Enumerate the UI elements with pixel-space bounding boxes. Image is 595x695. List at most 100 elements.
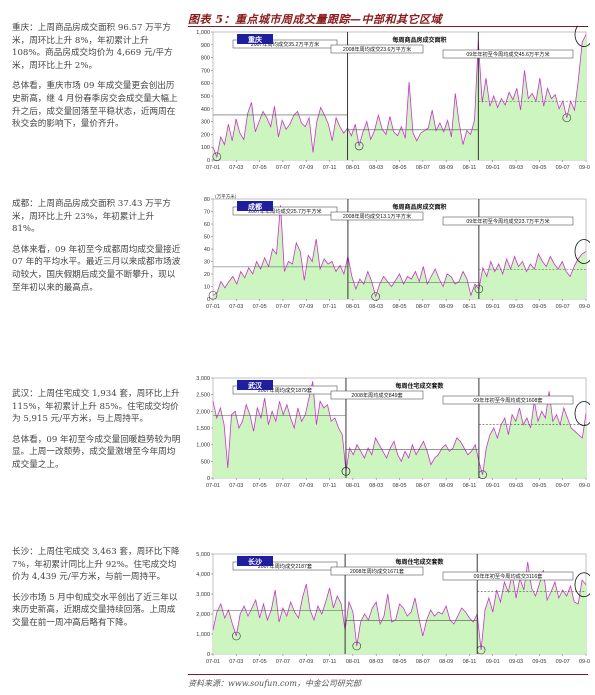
x-tick-label: 09-01 bbox=[486, 659, 500, 665]
x-tick-label: 07-01 bbox=[206, 165, 220, 171]
period-label-box bbox=[330, 44, 424, 54]
y-tick-label: 100 bbox=[201, 145, 210, 151]
x-tick-label: 07-09 bbox=[299, 304, 313, 310]
city-label: 长沙 bbox=[248, 557, 262, 566]
y-tick-label: 80 bbox=[204, 197, 210, 203]
x-tick-label: 07-01 bbox=[206, 659, 220, 665]
x-tick-label: 09-03 bbox=[509, 483, 523, 489]
x-tick-label: 07-07 bbox=[276, 165, 290, 171]
y-tick-label: 400 bbox=[201, 107, 210, 113]
chart-title: 每周商品房成交面积 bbox=[391, 203, 446, 211]
y-tick-label: 60 bbox=[204, 222, 210, 228]
y-tick-label: 0 bbox=[207, 158, 210, 164]
y-tick-label: 200 bbox=[201, 132, 210, 138]
series-line bbox=[212, 205, 587, 298]
x-tick-label: 08-07 bbox=[416, 304, 430, 310]
highlight-circle bbox=[232, 631, 241, 641]
x-tick-label: 08-03 bbox=[369, 659, 383, 665]
highlight-circle bbox=[478, 470, 487, 479]
x-tick-label: 08-05 bbox=[392, 483, 406, 489]
footer-divider bbox=[188, 674, 588, 675]
x-tick-label: 09-05 bbox=[532, 659, 546, 665]
y-tick-label: 0 bbox=[207, 476, 210, 482]
x-tick-label: 08-03 bbox=[369, 304, 383, 310]
x-tick-label: 08-05 bbox=[392, 165, 406, 171]
x-tick-label: 09-09 bbox=[579, 304, 590, 310]
x-tick-label: 07-07 bbox=[276, 483, 290, 489]
x-tick-label: 09-07 bbox=[556, 304, 570, 310]
city-label-box bbox=[237, 380, 273, 390]
y-tick-label: 2,000 bbox=[196, 409, 210, 415]
city-label-box bbox=[237, 201, 273, 211]
latest-highlight-circle bbox=[574, 26, 590, 47]
y-tick-label: 800 bbox=[201, 56, 210, 62]
chart-changsha: 0 1,000 2,000 3,000 4,000 5,000 07-01 07-03 07-0… bbox=[196, 552, 590, 665]
y-tick-label: 700 bbox=[201, 68, 210, 74]
x-tick-label: 07-07 bbox=[276, 659, 290, 665]
x-tick-label: 07-09 bbox=[299, 483, 313, 489]
y-tick-label: 2,000 bbox=[196, 612, 210, 618]
x-tick-label: 08-11 bbox=[463, 165, 477, 171]
period-label-box bbox=[442, 216, 574, 226]
y-tick-label: 4,000 bbox=[196, 572, 210, 578]
y-tick-label: 600 bbox=[201, 81, 210, 87]
chart-panel-chengdu: 0 10 20 30 40 50 60 70 80 07-01 07-03 07-05 07-07 07-… bbox=[185, 193, 590, 315]
chart-panel-chongqing: 0 100 200 300 400 500 600 700 800 900 1,000 07-01 07… bbox=[185, 26, 590, 176]
x-tick-label: 09-09 bbox=[579, 165, 590, 171]
y-tick-label: 5,000 bbox=[196, 552, 210, 558]
chart-panel-changsha: 0 1,000 2,000 3,000 4,000 5,000 07-01 07-03 07-0… bbox=[185, 548, 590, 670]
latest-highlight-circle bbox=[574, 572, 590, 598]
period-label-box bbox=[232, 39, 338, 49]
period-label-box bbox=[330, 390, 424, 400]
highlight-circle bbox=[208, 290, 218, 300]
unit-label: (万平方米) bbox=[215, 193, 237, 200]
period-label: 2007年周均成交2187套 bbox=[258, 562, 313, 570]
period-label: 2007年周均成交35.2万平方米 bbox=[251, 40, 320, 48]
period-label: 2008年周均成交1671套 bbox=[350, 567, 405, 575]
text-para: 总体来看，09 年初至今成都周均成交量接近 07 年的平均水平。最近三月以来成都… bbox=[12, 244, 181, 293]
x-tick-label: 09-01 bbox=[486, 483, 500, 489]
x-tick-label: 09-01 bbox=[486, 165, 500, 171]
figure-title: 图表 5：重点城市周成交量跟踪—中部和其它区域 bbox=[188, 13, 442, 26]
x-tick-label: 07-01 bbox=[206, 483, 220, 489]
y-tick-label: 1,000 bbox=[196, 443, 210, 449]
figure-header: 图表 5：重点城市周成交量跟踪—中部和其它区域 bbox=[188, 8, 588, 27]
y-tick-label: 2,500 bbox=[196, 393, 210, 399]
period-label: 09年年初至今周均成交23.7万平方米 bbox=[466, 217, 550, 225]
highlight-circle bbox=[352, 641, 362, 651]
x-tick-label: 08-07 bbox=[416, 165, 430, 171]
x-tick-label: 08-03 bbox=[369, 165, 383, 171]
x-tick-label: 09-03 bbox=[509, 165, 523, 171]
chart-panel-wuhan: 0 500 1,000 1,500 2,000 2,500 3,000 07-01 07-03 0… bbox=[185, 372, 590, 494]
chart-chongqing: 0 100 200 300 400 500 600 700 800 900 1,000 07-01 07… bbox=[196, 26, 590, 171]
highlight-circle bbox=[212, 152, 222, 162]
period-label-box bbox=[232, 385, 338, 395]
period-label-box bbox=[330, 566, 424, 576]
y-tick-label: 1,000 bbox=[196, 632, 210, 638]
x-tick-label: 07-01 bbox=[206, 304, 220, 310]
highlight-circle bbox=[474, 284, 484, 294]
highlight-circle bbox=[371, 292, 380, 301]
x-tick-label: 08-05 bbox=[392, 659, 406, 665]
x-tick-label: 07-05 bbox=[253, 165, 267, 171]
period-label-box bbox=[442, 49, 574, 59]
x-tick-label: 07-03 bbox=[229, 659, 243, 665]
period-label-box bbox=[442, 395, 574, 405]
period-label: 09年年初至今周均成交45.6万平方米 bbox=[466, 50, 550, 58]
period-label-box bbox=[232, 206, 338, 216]
x-tick-label: 09-05 bbox=[532, 165, 546, 171]
text-para: 武汉：上周住宅成交 1,934 套，周环比上升 115%，年初累计上升 85%。… bbox=[12, 389, 180, 425]
x-tick-label: 09-09 bbox=[579, 659, 590, 665]
period-label-box bbox=[232, 561, 338, 571]
y-tick-label: 30 bbox=[204, 260, 210, 266]
x-tick-label: 08-01 bbox=[346, 483, 360, 489]
x-tick-label: 07-03 bbox=[229, 165, 243, 171]
text-para: 总体看，09 年初至今成交量回暖趋势较为明显。上周一改颓势，成交量激增至今年周均… bbox=[12, 434, 181, 470]
series-line bbox=[212, 34, 587, 159]
y-tick-label: 70 bbox=[204, 210, 210, 216]
x-tick-label: 07-11 bbox=[323, 483, 337, 489]
city-label: 武汉 bbox=[248, 381, 263, 390]
x-tick-label: 09-05 bbox=[532, 483, 546, 489]
highlight-circle bbox=[476, 645, 486, 655]
x-tick-label: 09-07 bbox=[556, 165, 570, 171]
